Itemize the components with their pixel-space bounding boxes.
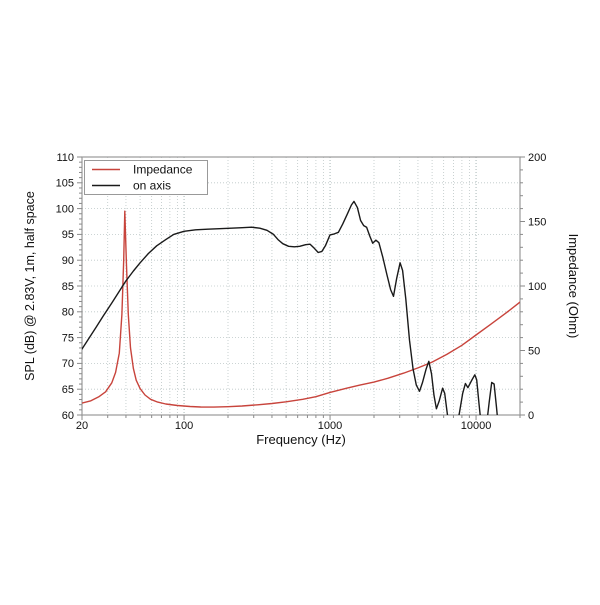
x-tick-label: 10000: [461, 420, 492, 432]
left-y-axis-title: SPL (dB) @ 2.83V, 1m, half space: [23, 191, 37, 381]
legend-label-impedance: Impedance: [133, 163, 193, 177]
left-tick-label: 60: [62, 410, 74, 422]
x-tick-label: 20: [76, 420, 88, 432]
on-axis-curve: [82, 200, 498, 415]
left-tick-label: 95: [62, 229, 74, 241]
left-tick-label: 85: [62, 281, 74, 293]
x-tick-label: 100: [175, 420, 193, 432]
right-tick-label: 0: [528, 410, 534, 422]
x-axis-title: Frequency (Hz): [256, 432, 346, 447]
right-tick-label: 100: [528, 281, 546, 293]
left-tick-label: 90: [62, 255, 74, 267]
right-tick-label: 150: [528, 216, 546, 228]
left-tick-label: 80: [62, 307, 74, 319]
left-tick-label: 70: [62, 358, 74, 370]
left-tick-label: 75: [62, 332, 74, 344]
legend-label-on-axis: on axis: [133, 179, 171, 193]
right-tick-label: 200: [528, 152, 546, 164]
left-tick-label: 110: [56, 152, 74, 164]
left-tick-label: 105: [56, 178, 74, 190]
x-tick-label: 1000: [318, 420, 342, 432]
left-tick-label: 100: [56, 203, 74, 215]
impedance-curve: [82, 210, 520, 408]
right-tick-label: 50: [528, 345, 540, 357]
legend: Impedance on axis: [84, 160, 208, 195]
left-tick-label: 65: [62, 384, 74, 396]
right-y-axis-title: Impedance (Ohm): [566, 234, 581, 339]
legend-box: [84, 160, 208, 195]
